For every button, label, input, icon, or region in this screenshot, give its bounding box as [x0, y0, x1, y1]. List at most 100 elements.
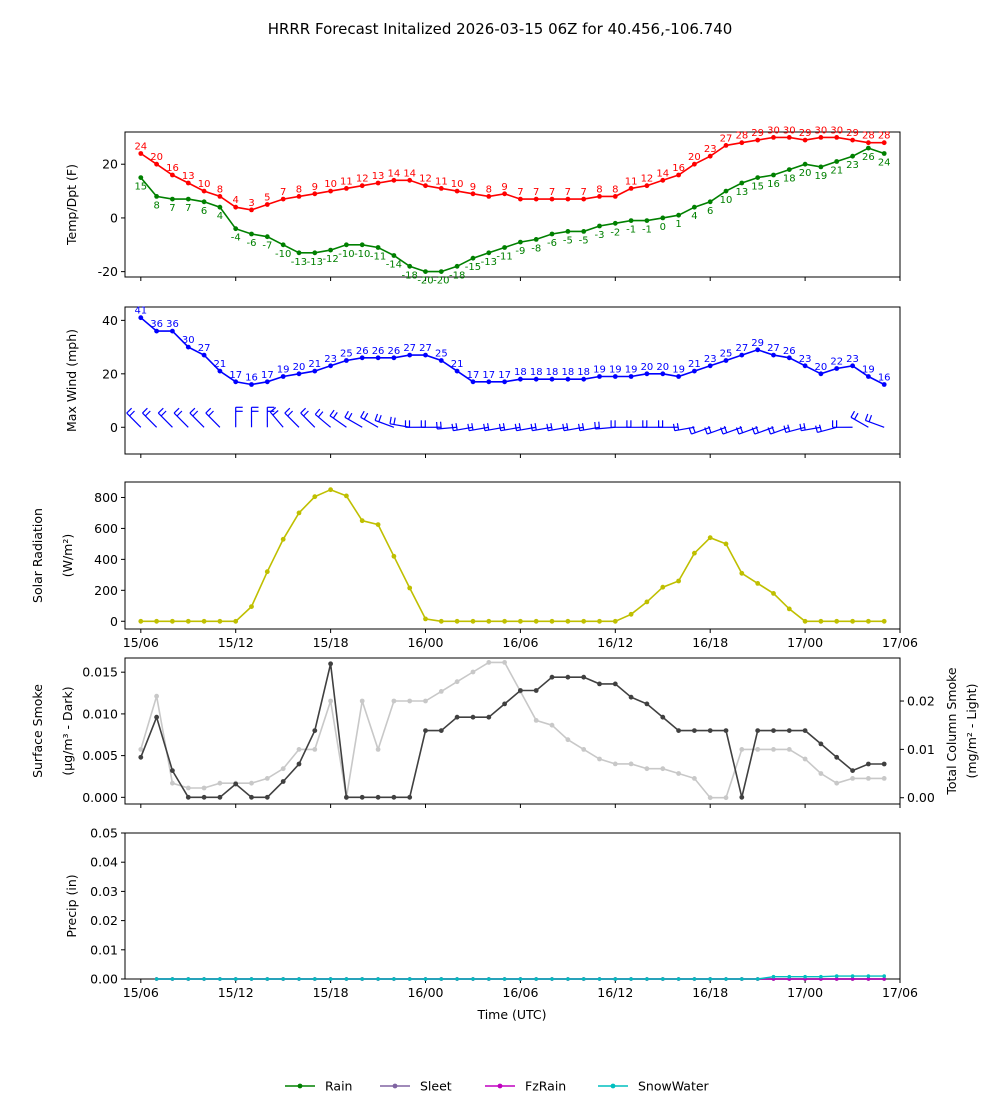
dewpoint-point	[707, 199, 713, 205]
wind-barb-flag	[550, 423, 553, 431]
total-column-smoke-point	[454, 679, 460, 685]
dewpoint-data-label: 8	[153, 200, 159, 211]
wind-data-label: 27	[419, 343, 432, 354]
wind-barb	[437, 426, 458, 430]
snowwater-point	[376, 977, 380, 981]
max-wind-point	[755, 347, 761, 353]
total-column-smoke-point	[707, 795, 713, 801]
temperature-data-label: 14	[403, 168, 416, 179]
wind-data-label: 19	[625, 364, 638, 375]
total-column-smoke-point	[502, 660, 507, 665]
surface-smoke-point	[502, 701, 507, 707]
dewpoint-data-label: -5	[563, 235, 573, 246]
wind-barb-flag	[173, 407, 180, 414]
y-tick-label: 0.010	[82, 706, 118, 721]
wind-barb-flag	[129, 410, 135, 417]
solar-radiation-point	[707, 535, 713, 541]
plot-frame	[124, 832, 901, 980]
solar-radiation-point	[233, 618, 239, 624]
snowwater-point	[755, 977, 760, 981]
wind-barb-flag	[723, 425, 728, 433]
wind-barb-flag	[363, 412, 369, 420]
total-column-smoke-point	[470, 669, 476, 675]
temperature-data-label: 8	[296, 184, 302, 195]
max-wind-point	[138, 315, 144, 321]
surface-smoke-point	[834, 754, 840, 760]
snowwater-point	[297, 977, 301, 981]
solar-radiation-point	[581, 618, 587, 624]
dewpoint-point	[154, 194, 160, 199]
solar-radiation-point	[407, 585, 413, 591]
wind-data-label: 19	[672, 364, 685, 375]
wind-barb	[865, 419, 885, 428]
temperature-data-label: 13	[182, 171, 195, 182]
legend-label-sleet: Sleet	[420, 1079, 452, 1094]
snowwater-point	[281, 977, 286, 981]
x-tick-label: 15/12	[218, 985, 254, 1000]
wind-barb-flag	[803, 423, 806, 431]
temperature-data-label: 4	[233, 195, 239, 206]
dewpoint-point	[359, 242, 365, 248]
temperature-data-label: 14	[656, 168, 669, 179]
temperature-data-label: 28	[735, 131, 748, 142]
total-column-smoke-point	[850, 776, 855, 781]
x-tick-label: 15/06	[123, 635, 159, 650]
snowwater-point	[676, 977, 681, 981]
solar-radiation-point	[328, 487, 333, 493]
wind-barb	[548, 426, 568, 432]
surface-smoke-point	[470, 714, 476, 720]
max-wind-point	[581, 376, 587, 382]
snowwater-point	[803, 974, 807, 979]
snowwater-point	[787, 974, 792, 979]
wind-barb-flag	[393, 417, 396, 425]
dewpoint-data-label: -13	[291, 257, 307, 268]
temperature-point	[628, 186, 634, 191]
max-wind-point	[423, 352, 428, 358]
snowwater-point	[566, 977, 570, 981]
wind-barb	[532, 426, 553, 432]
temperature-point	[486, 194, 492, 199]
wind-barb	[126, 412, 142, 428]
snowwater-point	[360, 977, 365, 981]
surface-smoke-point	[423, 728, 428, 733]
surface-smoke-point	[533, 688, 539, 693]
solar-radiation-point	[818, 618, 824, 624]
wind-data-label: 19	[593, 364, 606, 375]
dewpoint-point	[391, 253, 397, 258]
wind-barb	[785, 426, 806, 433]
wind-barb-flag	[360, 410, 365, 418]
surface-smoke-point	[707, 728, 713, 733]
total-column-smoke-point	[755, 747, 761, 752]
snowwater-point	[866, 974, 871, 978]
wind-barb-flag	[317, 411, 324, 418]
temperature-data-label: 8	[217, 184, 223, 195]
solar-radiation-point	[802, 618, 808, 624]
temperature-data-label: 13	[372, 171, 385, 182]
temperature-point	[170, 172, 175, 178]
max-wind-point	[676, 374, 681, 379]
surface-smoke-point	[391, 794, 397, 800]
wind-barb	[674, 426, 695, 432]
wind-barb-flag	[436, 421, 438, 430]
wind-barb	[722, 426, 743, 435]
panel-4: 0.000 0.005 0.010 0.015 Surface Smoke (µg/m³ …	[30, 657, 979, 808]
temperature-point	[612, 194, 618, 199]
wind-barb	[314, 413, 331, 428]
snowwater-point	[882, 974, 886, 978]
y-tick-label: 0.000	[82, 790, 118, 805]
solar-radiation-point	[201, 618, 207, 624]
temperature-point	[707, 153, 713, 159]
y-right-tick-label: 0.00	[907, 790, 935, 805]
dewpoint-point	[676, 212, 681, 218]
wind-barb-flag	[347, 412, 353, 420]
total-column-smoke-point	[438, 689, 444, 694]
surface-smoke-point	[328, 661, 333, 667]
dewpoint-data-label: 21	[830, 166, 843, 177]
dewpoint-point	[628, 218, 634, 224]
wind-barb	[579, 426, 600, 432]
dewpoint-data-label: 23	[846, 160, 859, 171]
dewpoint-data-label: -10	[275, 249, 291, 260]
wind-barb-flag	[160, 410, 167, 417]
dewpoint-data-label: -4	[231, 233, 241, 244]
fzrain-point	[850, 977, 855, 981]
